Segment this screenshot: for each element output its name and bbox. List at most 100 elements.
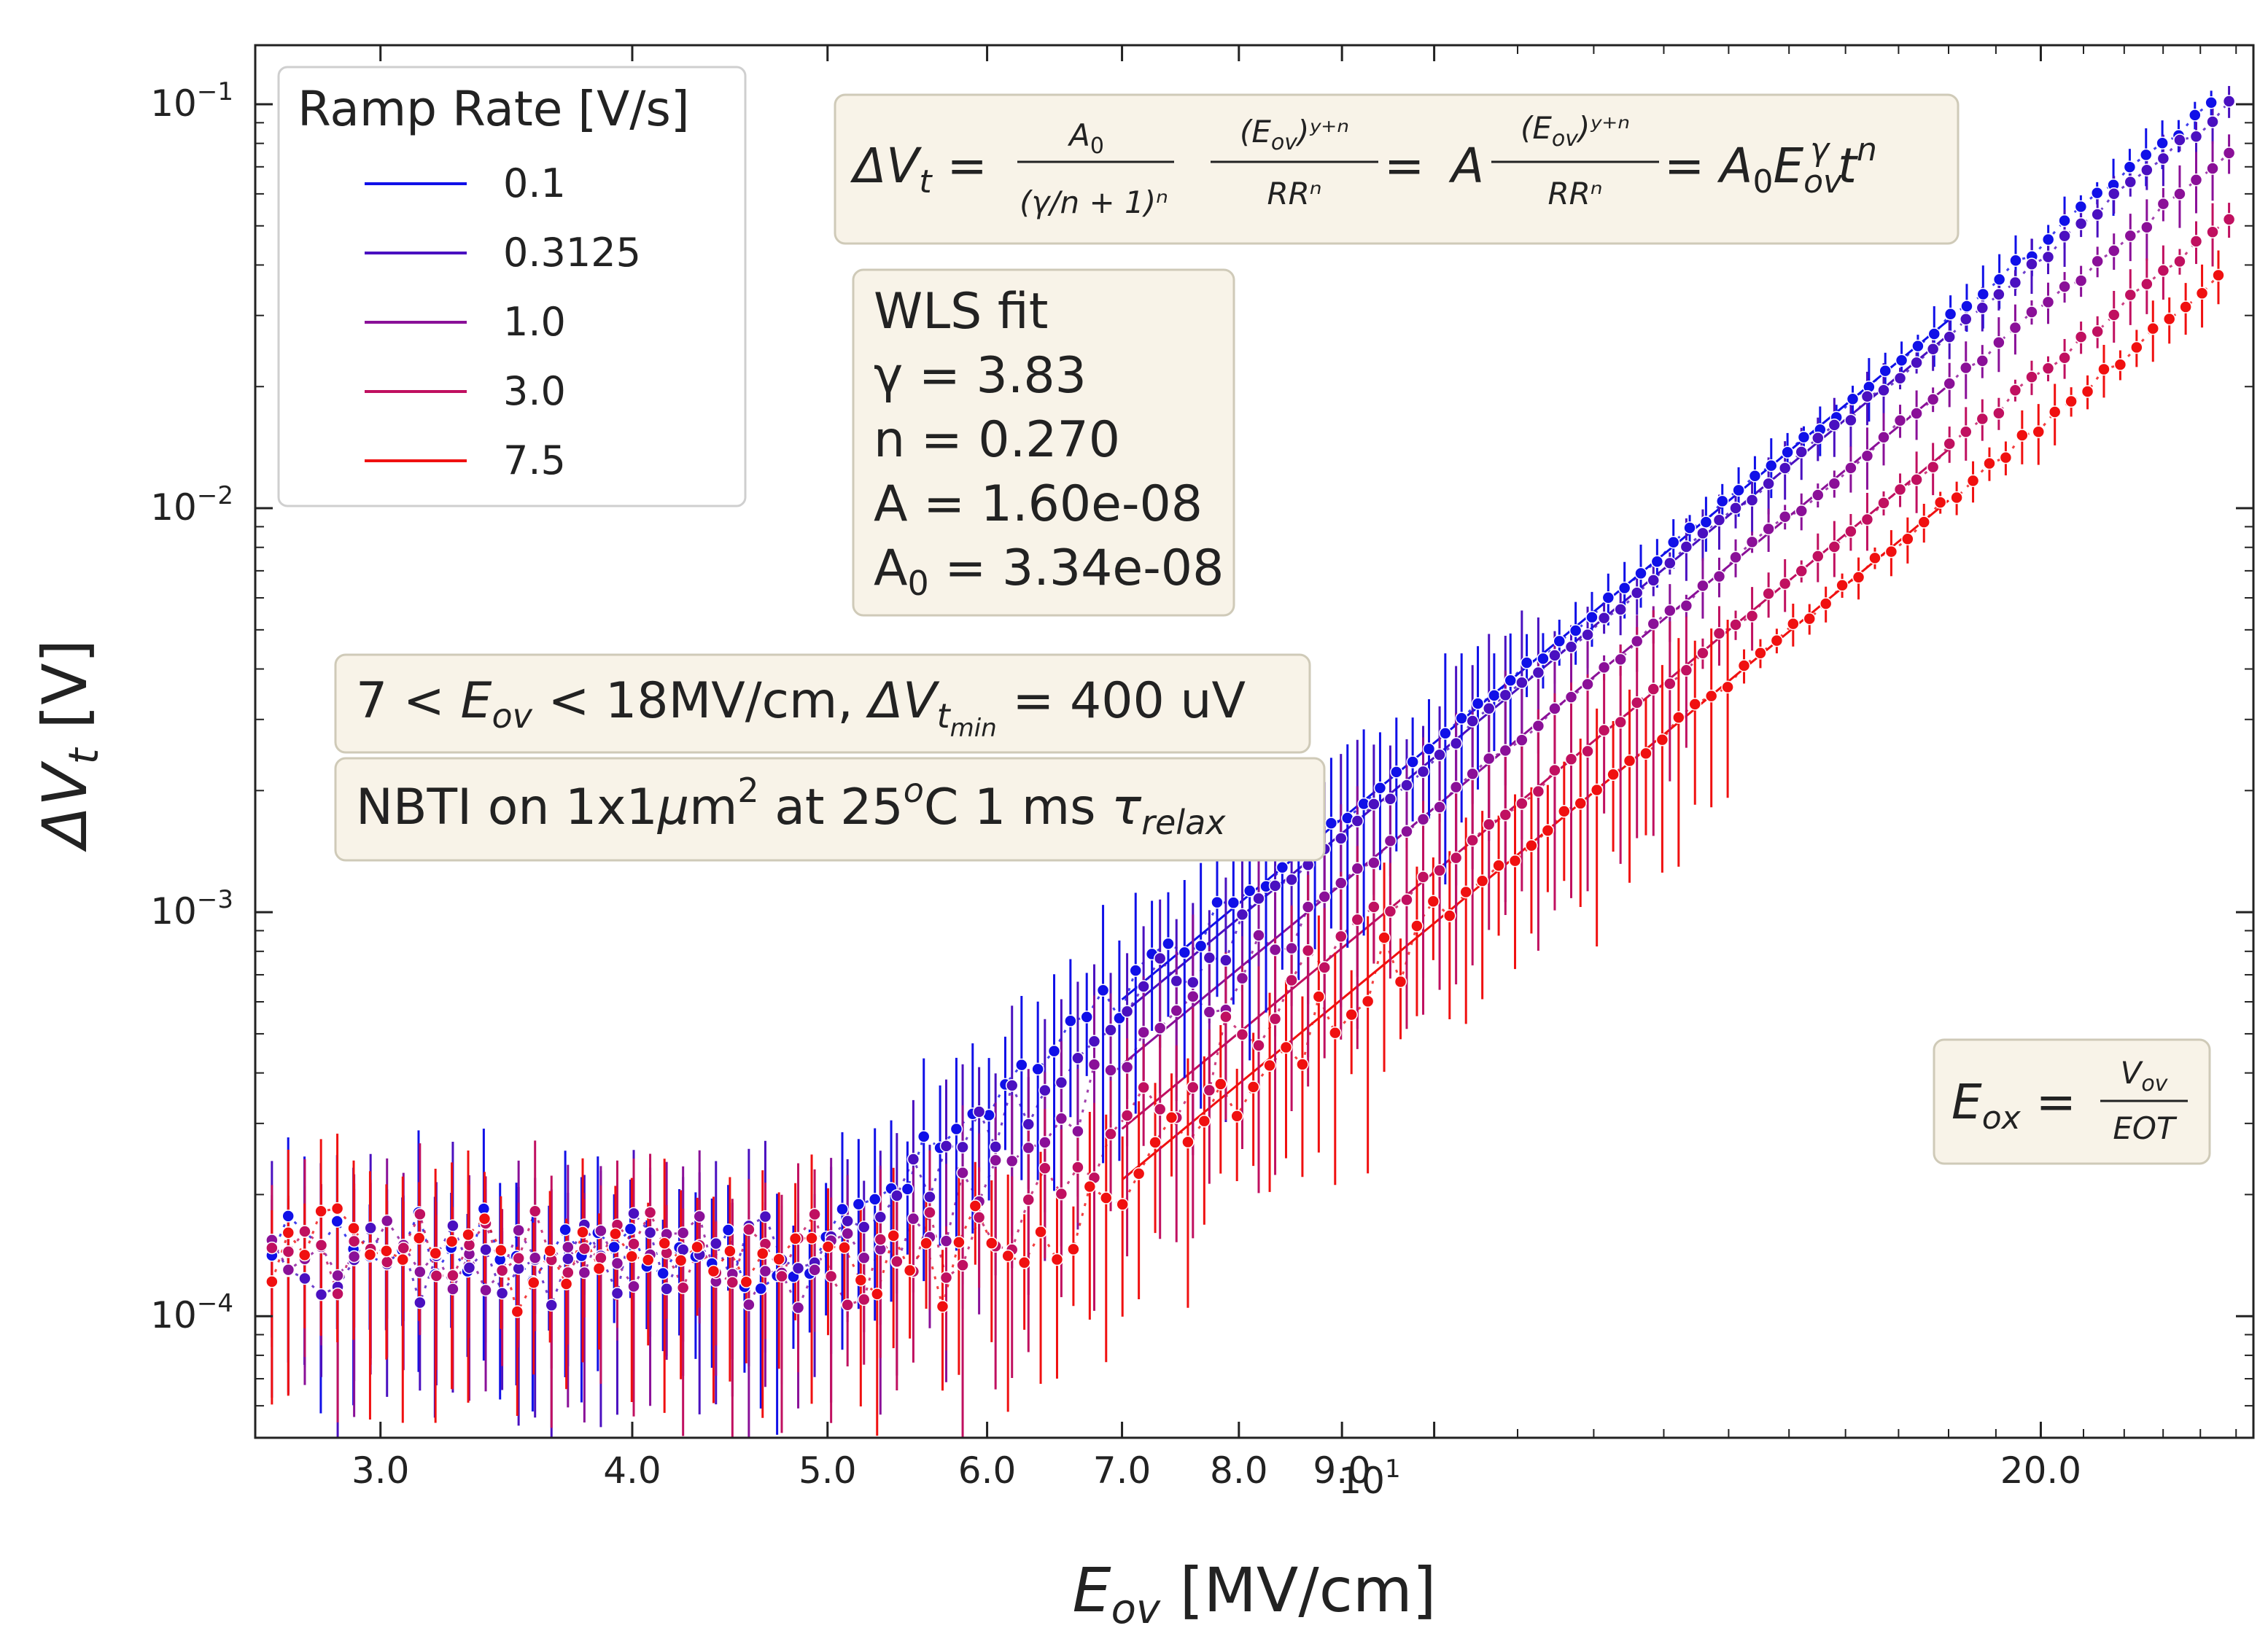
point-0.3125 — [2222, 95, 2236, 108]
point-0.1 — [330, 1215, 343, 1228]
point-1.0 — [989, 1153, 1002, 1167]
point-3.0 — [923, 1206, 936, 1219]
point-0.3125 — [1828, 418, 1841, 432]
point-0.1 — [1879, 364, 1892, 378]
point-7.5 — [658, 1237, 671, 1250]
point-3.0 — [627, 1237, 640, 1250]
point-0.1 — [1911, 339, 1925, 353]
point-7.5 — [1999, 451, 2013, 464]
point-3.0 — [1301, 944, 1315, 957]
point-3.0 — [347, 1234, 361, 1248]
point-7.5 — [1001, 1249, 1014, 1263]
point-0.3125 — [1038, 1083, 1052, 1097]
point-7.5 — [1574, 797, 1587, 810]
point-1.0 — [2156, 197, 2170, 211]
point-0.3125 — [1960, 313, 1973, 326]
point-3.0 — [2206, 225, 2219, 238]
point-0.1 — [754, 1282, 768, 1296]
point-0.1 — [1471, 697, 1485, 710]
point-3.0 — [676, 1281, 690, 1295]
point-1.0 — [857, 1251, 871, 1264]
connector-7.5 — [271, 274, 2220, 1315]
point-0.3125 — [2140, 163, 2154, 176]
point-3.0 — [1022, 1193, 1036, 1207]
point-7.5 — [527, 1276, 540, 1289]
point-0.3125 — [1351, 814, 1364, 828]
point-1.0 — [2058, 280, 2071, 293]
point-1.0 — [2206, 162, 2219, 175]
point-3.0 — [1745, 610, 1759, 623]
fit-title: WLS fit — [874, 283, 1048, 340]
point-7.5 — [1410, 919, 1424, 933]
point-7.5 — [609, 1227, 622, 1241]
point-1.0 — [627, 1280, 640, 1293]
point-3.0 — [446, 1269, 459, 1282]
legend-label-2: 1.0 — [503, 299, 566, 345]
point-7.5 — [298, 1248, 311, 1262]
point-0.3125 — [1548, 649, 1561, 662]
point-1.0 — [1679, 599, 1693, 612]
point-7.5 — [478, 1212, 492, 1226]
point-0.1 — [1960, 300, 1973, 313]
point-0.3125 — [939, 1140, 953, 1153]
point-0.1 — [1275, 860, 1289, 874]
formula-frac1-num: A0 — [1067, 117, 1104, 159]
point-1.0 — [1515, 733, 1529, 747]
point-7.5 — [1246, 1081, 1260, 1094]
x-tick-label: 7.0 — [1093, 1449, 1152, 1492]
point-0.1 — [656, 1266, 669, 1280]
point-7.5 — [1017, 1256, 1031, 1269]
x-tick-labels: 3.0 4.0 5.0 6.0 7.0 8.0 9.0 20.0 — [352, 1449, 2081, 1492]
point-0.1 — [1732, 483, 1745, 497]
point-3.0 — [1811, 550, 1825, 563]
point-3.0 — [298, 1225, 311, 1238]
point-3.0 — [1630, 696, 1644, 709]
point-7.5 — [1034, 1225, 1047, 1239]
point-1.0 — [1564, 690, 1578, 704]
point-0.1 — [1520, 656, 1534, 669]
point-0.1 — [1243, 884, 1257, 898]
point-0.1 — [1504, 674, 1517, 688]
point-7.5 — [1443, 909, 1456, 922]
point-3.0 — [281, 1245, 295, 1258]
point-7.5 — [1279, 1040, 1293, 1054]
point-0.3125 — [413, 1296, 427, 1309]
point-1.0 — [1120, 1060, 1134, 1074]
point-0.1 — [1943, 308, 1957, 321]
point-0.3125 — [1055, 1075, 1068, 1089]
point-3.0 — [1581, 744, 1594, 758]
point-0.1 — [1781, 445, 1794, 459]
fit-range-box: 7 < Eov < 18MV/cm, ΔVtmin = 400 uV — [334, 653, 1311, 754]
point-0.3125 — [1663, 556, 1677, 570]
point-3.0 — [2091, 324, 2104, 338]
point-3.0 — [956, 1258, 969, 1272]
point-7.5 — [903, 1264, 917, 1277]
point-3.0 — [1614, 715, 1627, 729]
point-7.5 — [739, 1275, 753, 1289]
point-1.0 — [939, 1234, 953, 1247]
point-0.3125 — [660, 1282, 673, 1296]
point-0.1 — [1390, 766, 1403, 779]
point-1.0 — [742, 1298, 756, 1312]
formula-frac2-den: RRⁿ — [1267, 176, 1321, 211]
point-0.3125 — [1137, 980, 1150, 993]
point-0.3125 — [495, 1286, 509, 1300]
point-1.0 — [1828, 477, 1841, 491]
point-0.1 — [1650, 555, 1664, 569]
point-1.0 — [479, 1283, 492, 1297]
point-1.0 — [2091, 254, 2104, 268]
point-0.3125 — [1597, 611, 1611, 625]
point-7.5 — [1100, 1191, 1113, 1204]
point-0.1 — [1634, 567, 1647, 580]
point-1.0 — [2189, 174, 2203, 187]
point-1.0 — [1170, 1004, 1183, 1017]
point-3.0 — [972, 1210, 986, 1224]
point-7.5 — [985, 1237, 998, 1250]
point-0.1 — [1015, 1058, 1028, 1072]
x-tick-label: 6.0 — [958, 1449, 1017, 1492]
point-7.5 — [1558, 805, 1571, 818]
point-0.3125 — [1811, 431, 1825, 445]
point-0.3125 — [1712, 513, 1726, 527]
point-7.5 — [2130, 340, 2143, 354]
fit-range-box-bg — [334, 653, 1311, 754]
